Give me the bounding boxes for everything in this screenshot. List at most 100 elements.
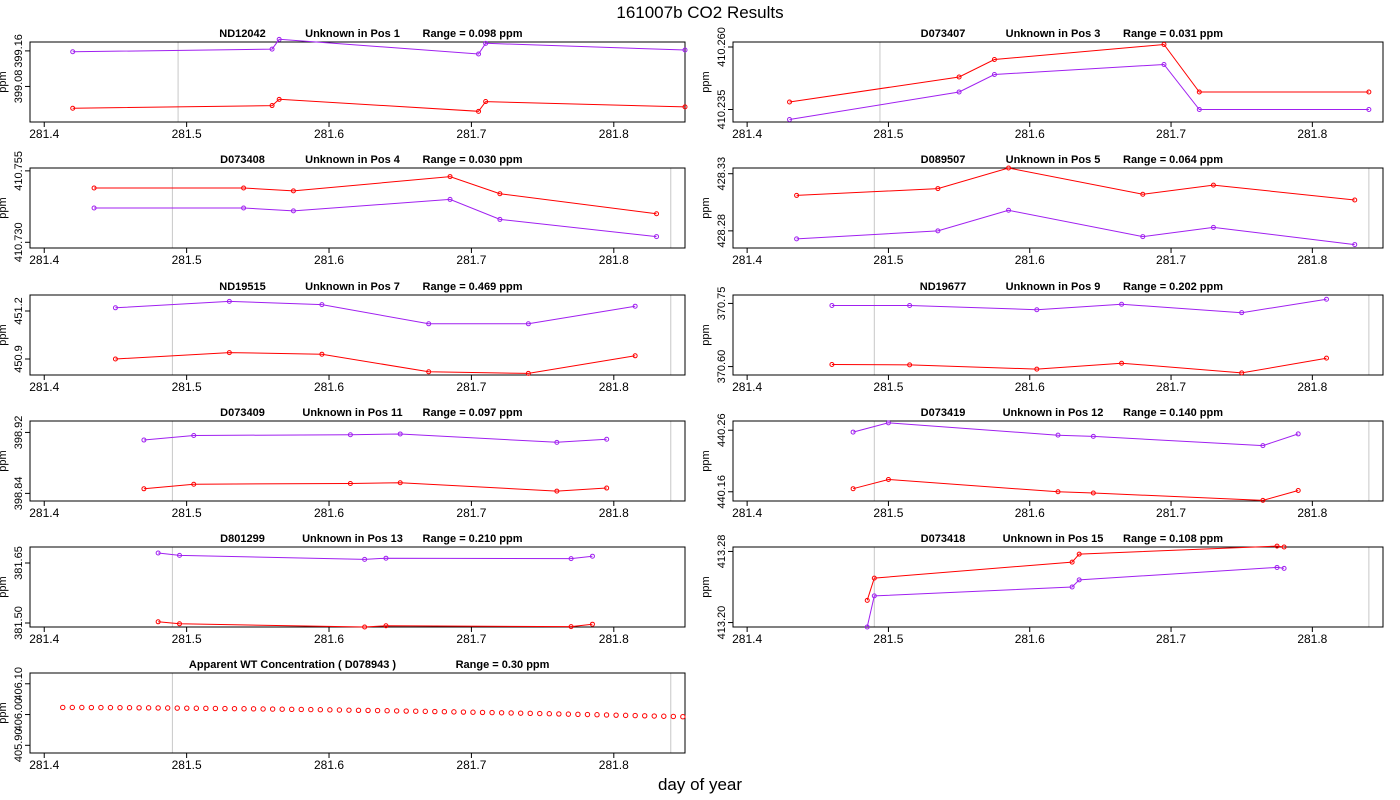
data-point	[603, 712, 610, 718]
data-point	[212, 705, 219, 712]
data-point	[956, 89, 962, 95]
data-point	[1260, 443, 1266, 449]
data-point	[497, 216, 503, 222]
x-tick-label: 281.8	[599, 380, 629, 394]
x-tick-label: 281.7	[456, 253, 486, 267]
x-tick-label: 281.4	[732, 632, 762, 646]
x-tick-label: 281.4	[732, 380, 762, 394]
y-axis-label: ppm	[700, 576, 712, 597]
data-point	[177, 552, 183, 558]
series-line-red	[866, 545, 1285, 601]
x-tick-label: 281.6	[1015, 506, 1045, 520]
data-point	[141, 437, 147, 443]
panel-title-range: Range = 0.202 ppm	[1123, 281, 1223, 293]
data-point	[680, 713, 686, 720]
panel-title-position: Unknown in Pos 5	[1006, 154, 1101, 166]
data-point	[290, 208, 296, 214]
data-point	[1034, 366, 1040, 372]
y-tick-label: 410.260	[716, 27, 728, 67]
data-point	[483, 40, 489, 46]
y-tick-label: 440.26	[716, 413, 728, 447]
data-point	[1323, 355, 1329, 361]
data-point	[88, 704, 95, 711]
data-point	[594, 712, 600, 718]
panel-title-range: Range = 0.097 ppm	[423, 407, 523, 419]
data-point	[1366, 107, 1372, 112]
data-point	[269, 103, 275, 109]
data-point	[589, 621, 595, 627]
data-point	[622, 712, 629, 719]
x-tick-label: 281.8	[599, 506, 629, 520]
series-line-red	[789, 43, 1369, 103]
y-tick-label: 370.60	[716, 350, 728, 384]
panel-title-range: Range = 0.030 ppm	[423, 154, 523, 166]
data-point	[1210, 224, 1216, 230]
data-point	[565, 711, 572, 717]
panel-title-id: D073419	[921, 407, 966, 419]
x-tick-label: 281.7	[456, 632, 486, 646]
data-point	[397, 480, 403, 486]
data-point	[661, 713, 667, 719]
y-axis-label: ppm	[0, 576, 9, 597]
panel-title-range: Range = 0.210 ppm	[423, 533, 523, 545]
data-point	[355, 707, 362, 713]
x-tick-label: 281.5	[172, 253, 202, 267]
x-tick-label: 281.4	[29, 632, 59, 646]
x-tick-label: 281.4	[29, 380, 59, 394]
series-line-purple	[158, 552, 593, 560]
data-point	[269, 706, 276, 712]
panel-title-range: Range = 0.30 ppm	[456, 659, 550, 671]
data-point	[155, 619, 161, 625]
panel-title-position: Unknown in Pos 4	[305, 154, 401, 166]
data-point	[384, 708, 390, 714]
x-tick-label: 281.6	[1015, 127, 1045, 141]
data-point	[79, 704, 85, 711]
panel-frame	[732, 167, 1384, 249]
data-point	[525, 370, 531, 376]
data-point	[174, 705, 180, 711]
x-tick-label: 281.8	[1297, 506, 1327, 520]
data-point	[336, 707, 343, 713]
data-point	[829, 303, 835, 309]
data-point	[1090, 433, 1096, 439]
y-axis-label: ppm	[0, 702, 9, 723]
data-point	[489, 709, 495, 716]
x-tick-label: 281.8	[1297, 253, 1327, 267]
data-point	[829, 361, 835, 367]
data-point	[241, 205, 247, 211]
x-tick-label: 281.6	[1015, 380, 1045, 394]
panel-title-position: Unknown in Pos 9	[1006, 281, 1101, 293]
data-point	[1090, 490, 1096, 496]
panel-title-id: D801299	[220, 533, 265, 545]
data-point	[136, 705, 142, 711]
panel-title-position: Unknown in Pos 11	[302, 407, 402, 419]
y-tick-label: 440.16	[716, 475, 728, 509]
panel-title-position: Unknown in Pos 12	[1003, 407, 1104, 419]
data-point	[447, 196, 453, 202]
data-point	[907, 362, 913, 368]
data-point	[1119, 301, 1125, 307]
data-point	[413, 708, 419, 714]
data-point	[1006, 207, 1012, 213]
x-tick-label: 281.5	[873, 253, 903, 267]
series-line-purple	[831, 298, 1327, 314]
data-point	[864, 624, 870, 630]
data-point	[290, 188, 296, 194]
x-tick-label: 281.5	[873, 380, 903, 394]
series-line-red	[158, 621, 593, 628]
data-point	[184, 705, 190, 711]
data-point	[60, 704, 66, 711]
x-tick-label: 281.8	[1297, 380, 1327, 394]
data-point	[1055, 432, 1061, 438]
data-point	[241, 706, 247, 712]
panel-title-range: Range = 0.108 ppm	[1123, 533, 1223, 545]
x-tick-label: 281.4	[29, 758, 59, 772]
x-tick-label: 281.4	[29, 127, 59, 141]
panel-title-id: D073407	[921, 28, 966, 40]
x-tick-label: 281.8	[599, 253, 629, 267]
data-point	[1260, 497, 1266, 503]
data-point	[362, 624, 368, 630]
x-tick-label: 281.5	[172, 758, 202, 772]
y-tick-label: 370.75	[716, 287, 728, 321]
data-point	[632, 712, 638, 719]
